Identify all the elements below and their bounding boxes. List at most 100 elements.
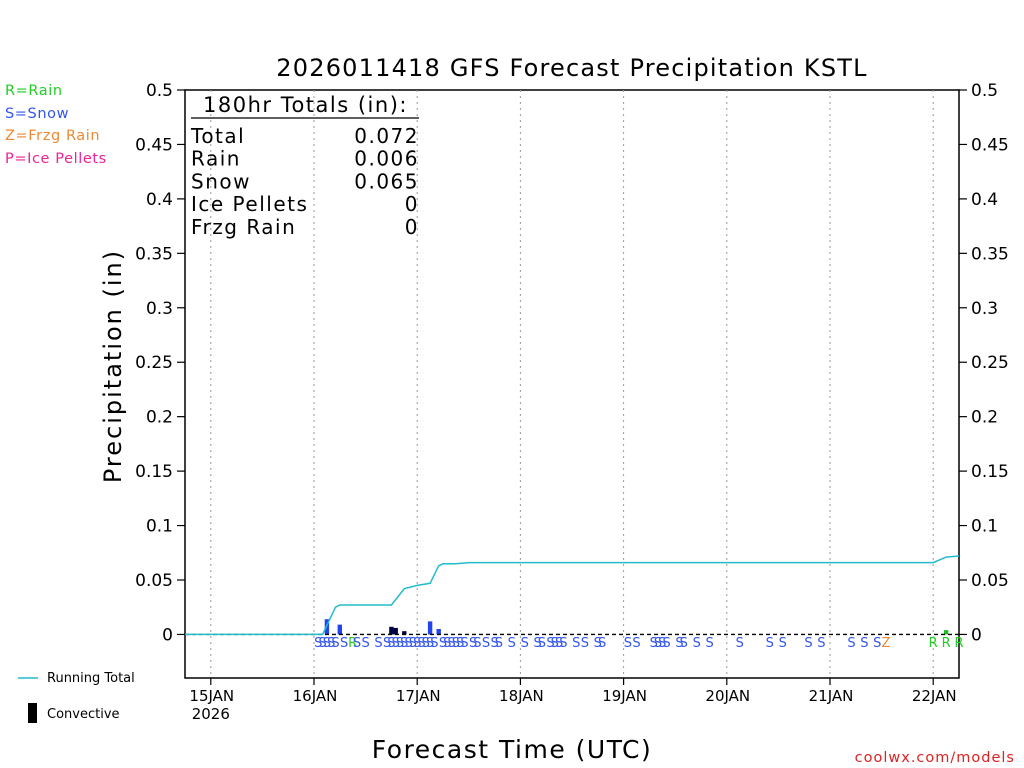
precip-type-marker: S (847, 636, 855, 651)
plot-frame (184, 89, 960, 679)
credit-text: coolwx.com/models (855, 750, 1015, 766)
precip-type-marker: S (482, 636, 490, 651)
legend-convective: Convective (47, 707, 120, 722)
totals-row-value: 0 (405, 215, 419, 239)
y-tick-label-left: 0.1 (146, 517, 173, 537)
grid-lines (210, 90, 934, 678)
convective-swatch (28, 703, 37, 723)
x-tick-sublabel: 2026 (192, 705, 230, 723)
y-tick-label-right: 0.3 (971, 299, 998, 319)
precip-type-marker: R (929, 636, 938, 651)
running-total-line (185, 555, 960, 636)
x-tick-label: 15JAN (189, 687, 234, 705)
legend-rain: R=Rain (5, 83, 63, 99)
y-tick-label-left: 0.45 (135, 135, 173, 155)
y-tick-label-right: 0.5 (971, 81, 998, 101)
precip-type-marker: S (860, 636, 868, 651)
precip-type-marker: S (650, 636, 658, 651)
precip-type-marker: S (594, 636, 602, 651)
precip-bar (943, 630, 949, 635)
precip-type-marker: S (495, 636, 503, 651)
y-tick-label-right: 0 (971, 625, 982, 645)
precip-type-marker: S (538, 636, 546, 651)
y-tick-label-left: 0.5 (146, 81, 173, 101)
precip-type-marker: S (736, 636, 744, 651)
totals-row-value: 0.065 (354, 169, 419, 193)
totals-row-value: 0 (405, 192, 419, 216)
precip-type-marker: S (662, 636, 670, 651)
precip-type-marker: S (327, 636, 335, 651)
precip-type-marker: S (766, 636, 774, 651)
precip-type-marker: S (400, 636, 408, 651)
totals-row-label: Snow (191, 169, 251, 193)
x-tick-label: 17JAN (396, 687, 441, 705)
precip-type-marker: Z (881, 636, 890, 651)
precip-type-marker: S (443, 636, 451, 651)
precip-type-marker: S (426, 636, 434, 651)
precip-type-marker: S (456, 636, 464, 651)
precip-type-marker: S (555, 636, 563, 651)
precip-type-marker: S (559, 636, 567, 651)
precip-bar (402, 631, 407, 635)
totals-header: 180hr Totals (in): (203, 93, 408, 117)
y-tick-label-left: 0.15 (135, 462, 173, 482)
y-tick-label-right: 0.45 (971, 135, 1009, 155)
precip-type-marker: S (521, 636, 529, 651)
precip-type-marker: S (387, 636, 395, 651)
totals-row-value: 0.006 (354, 147, 419, 171)
totals-row-label: Frzg Rain (191, 215, 296, 239)
x-tick-label: 18JAN (499, 687, 544, 705)
precip-type-marker: S (873, 636, 881, 651)
totals-row-label: Rain (191, 147, 241, 171)
legend-running-total: Running Total (47, 671, 135, 686)
series-legend: Running Total Convective (18, 671, 135, 723)
precip-type-marker: S (447, 636, 455, 651)
y-tick-label-right: 0.4 (971, 190, 998, 210)
precip-type-marker: S (546, 636, 554, 651)
precip-type-marker: S (551, 636, 559, 651)
totals-box: 180hr Totals (in): Total 0.072 Rain 0.006 Sn… (190, 93, 419, 239)
y-tick-label-right: 0.05 (971, 571, 1009, 591)
x-tick-label: 16JAN (293, 687, 338, 705)
x-tick-label: 19JAN (602, 687, 647, 705)
precip-bar (427, 621, 433, 635)
precip-type-marker: S (680, 636, 688, 651)
precip-type-marker: S (705, 636, 713, 651)
y-tick-label-left: 0 (162, 625, 173, 645)
y-tick-label-left: 0.2 (146, 408, 173, 428)
y-tick-label-left: 0.4 (146, 190, 173, 210)
precip-type-marker: S (624, 636, 632, 651)
precip-type-marker: R (348, 636, 357, 651)
precip-type-marker: S (469, 636, 477, 651)
y-tick-label-right: 0.35 (971, 244, 1009, 264)
y-tick-label-left: 0.35 (135, 244, 173, 264)
chart-title: 2026011418 GFS Forecast Precipitation KS… (276, 54, 867, 82)
precip-type-marker: S (361, 636, 369, 651)
y-tick-label-right: 0.15 (971, 462, 1009, 482)
precip-type-marker: S (654, 636, 662, 651)
precip-type-marker: S (533, 636, 541, 651)
precip-type-marker: S (572, 636, 580, 651)
precip-type-marker: S (409, 636, 417, 651)
precip-bar (337, 624, 342, 635)
y-tick-label-right: 0.25 (971, 353, 1009, 373)
precip-type-marker: S (340, 636, 348, 651)
precip-type-marker: S (490, 636, 498, 651)
precip-type-marker: S (779, 636, 787, 651)
precip-type-marker: S (413, 636, 421, 651)
precip-type-marker: R (954, 636, 963, 651)
x-tick-label: 21JAN (809, 687, 854, 705)
precip-type-marker: S (383, 636, 391, 651)
precip-type-marker: S (452, 636, 460, 651)
precip-bars (324, 619, 949, 635)
precip-type-marker: S (314, 636, 322, 651)
precip-type-marker: S (422, 636, 430, 651)
precip-type-marker: S (417, 636, 425, 651)
legend-frzg-rain: Z=Frzg Rain (5, 128, 100, 144)
precip-type-marker: S (804, 636, 812, 651)
totals-row-value: 0.072 (354, 124, 419, 148)
y-tick-label-left: 0.05 (135, 571, 173, 591)
precip-bar (436, 629, 441, 635)
precip-type-marker: S (353, 636, 361, 651)
